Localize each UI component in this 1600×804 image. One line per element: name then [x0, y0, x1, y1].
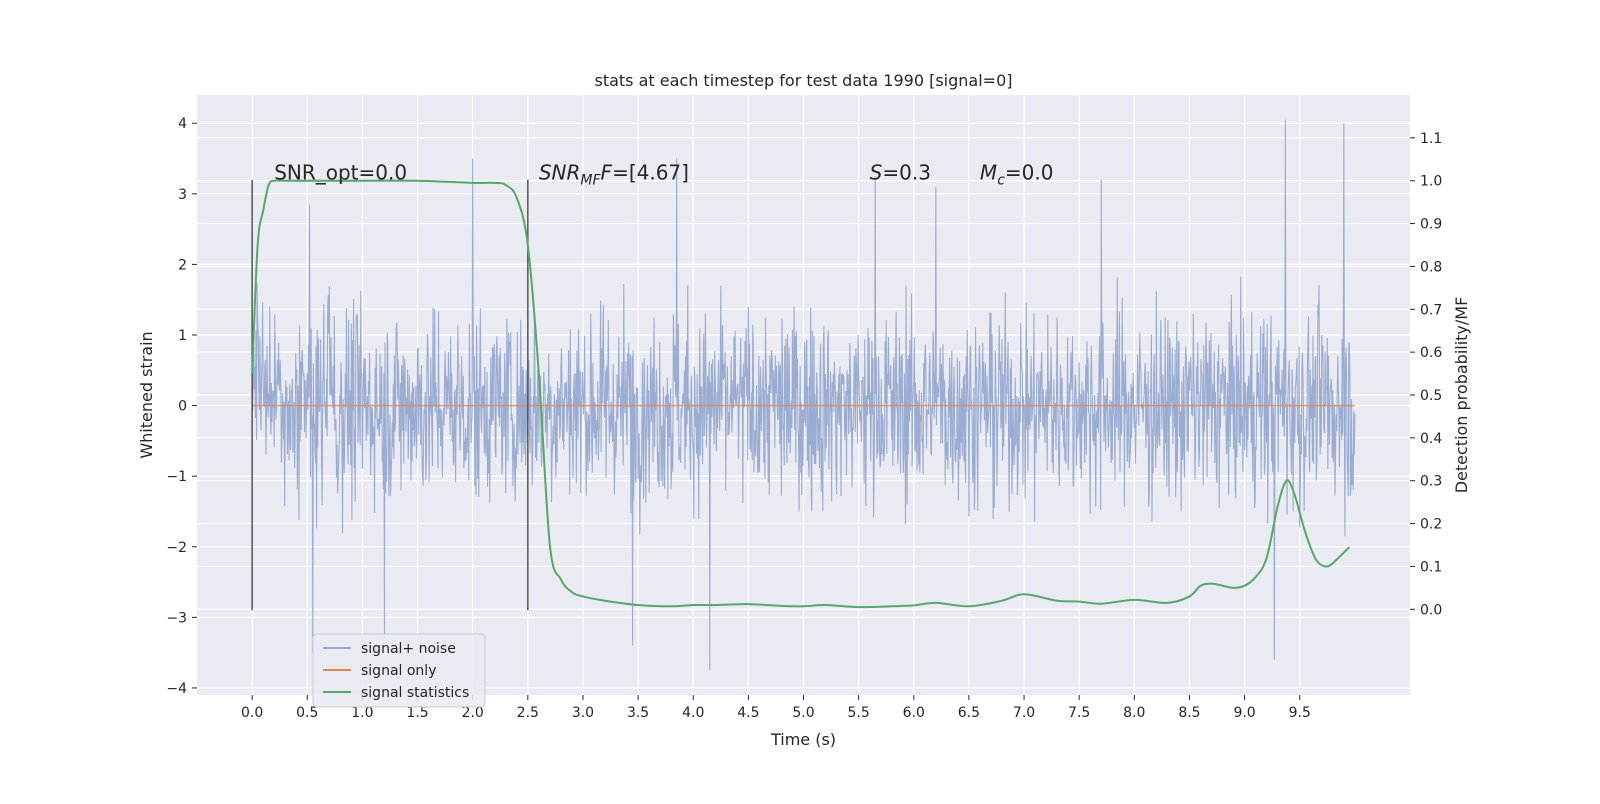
legend: signal+ noise signal only signal statistic… — [312, 633, 486, 708]
x-tick-label: 3.0 — [572, 705, 594, 721]
x-tick-label: 3.5 — [627, 705, 649, 721]
x-tick-label: 1.0 — [351, 705, 373, 721]
noise-series-layer — [251, 119, 1356, 671]
x-tick-label: 8.5 — [1178, 705, 1200, 721]
annotation-tail: F=[4.67] — [601, 161, 689, 185]
x-tick-label: 6.5 — [958, 705, 980, 721]
y-tick-label: −4 — [166, 681, 187, 697]
y2-tick-label: 0.7 — [1420, 302, 1442, 318]
annotation-tail: =0.0 — [1005, 161, 1054, 185]
y2-tick-label: 0.4 — [1420, 431, 1442, 447]
annotation-main: S — [870, 161, 883, 185]
x-tick-label: 0.0 — [241, 705, 263, 721]
x-tick-label: 7.0 — [1013, 705, 1035, 721]
annotation-tail: =0.3 — [882, 161, 931, 185]
chart-title: stats at each timestep for test data 199… — [594, 71, 1012, 90]
x-tick-label: 9.5 — [1289, 705, 1311, 721]
legend-box — [312, 633, 486, 708]
annotation-subscript: MF — [580, 173, 601, 189]
y2-tick-label: 1.0 — [1420, 174, 1442, 190]
x-tick-label: 7.5 — [1068, 705, 1090, 721]
x-tick-label: 2.5 — [517, 705, 539, 721]
annotation-main: SNR — [539, 161, 581, 185]
y-tick-label: −1 — [166, 469, 187, 485]
x-tick-label: 9.0 — [1233, 705, 1255, 721]
annotation-text: SNRMFF=[4.67] — [539, 161, 689, 189]
y2-tick-label: 0.2 — [1420, 517, 1442, 533]
y2-tick-label: 0.0 — [1420, 602, 1442, 618]
y2-tick-label: 0.8 — [1420, 259, 1442, 275]
legend-label: signal only — [361, 663, 436, 679]
legend-label: signal statistics — [361, 685, 469, 701]
x-tick-label: 4.0 — [682, 705, 704, 721]
legend-label: signal+ noise — [361, 641, 456, 657]
annotation-text: S=0.3 — [870, 161, 931, 185]
y-tick-label: 3 — [178, 187, 187, 203]
y-tick-label: 4 — [178, 116, 187, 132]
stats-series-layer — [251, 179, 1351, 609]
annotation-tail-italic: F — [601, 161, 613, 185]
noise-series-line — [251, 119, 1356, 671]
y-tick-label: −3 — [166, 610, 187, 626]
annotation-layer: SNR_opt=0.0 SNRMFF=[4.67] S=0.3 Mc=0.0 — [274, 161, 1053, 189]
annotation-subscript: c — [997, 173, 1005, 189]
x-tick-label: 1.5 — [406, 705, 428, 721]
y2-tick-label: 0.1 — [1420, 559, 1442, 575]
x-tick-label: 0.5 — [296, 705, 318, 721]
y2-tick-label: 0.9 — [1420, 217, 1442, 233]
y-tick-label: 2 — [178, 257, 187, 273]
y2-tick-label: 0.6 — [1420, 345, 1442, 361]
x-tick-label: 5.5 — [848, 705, 870, 721]
x-tick-label: 5.0 — [792, 705, 814, 721]
y-tick-label: −2 — [166, 540, 187, 556]
y2-tick-label: 0.3 — [1420, 474, 1442, 490]
y-tick-label: 0 — [178, 399, 187, 415]
x-tick-label: 8.0 — [1123, 705, 1145, 721]
annotation-text: Mc=0.0 — [980, 161, 1054, 189]
axes-layer: 0.0 0.5 1.0 1.5 2.0 2.5 3.0 3.5 4.0 4.5 5.0 5.5 6.0 6… — [166, 116, 1442, 721]
x-tick-label: 2.0 — [462, 705, 484, 721]
annotation-main: M — [980, 161, 997, 185]
x-axis-label: Time (s) — [770, 730, 836, 749]
y2-tick-label: 0.5 — [1420, 388, 1442, 404]
y2-axis-label: Detection probability/MF — [1452, 297, 1471, 494]
y-tick-label: 1 — [178, 328, 187, 344]
x-tick-label: 4.5 — [737, 705, 759, 721]
y-axis-label: Whitened strain — [137, 331, 156, 458]
annotation-text: SNR_opt=0.0 — [274, 161, 407, 185]
annotation-tail-rest: =[4.67] — [612, 161, 689, 185]
signal-statistics-line — [251, 179, 1351, 609]
y2-tick-label: 1.1 — [1420, 131, 1442, 147]
x-tick-label: 6.0 — [903, 705, 925, 721]
